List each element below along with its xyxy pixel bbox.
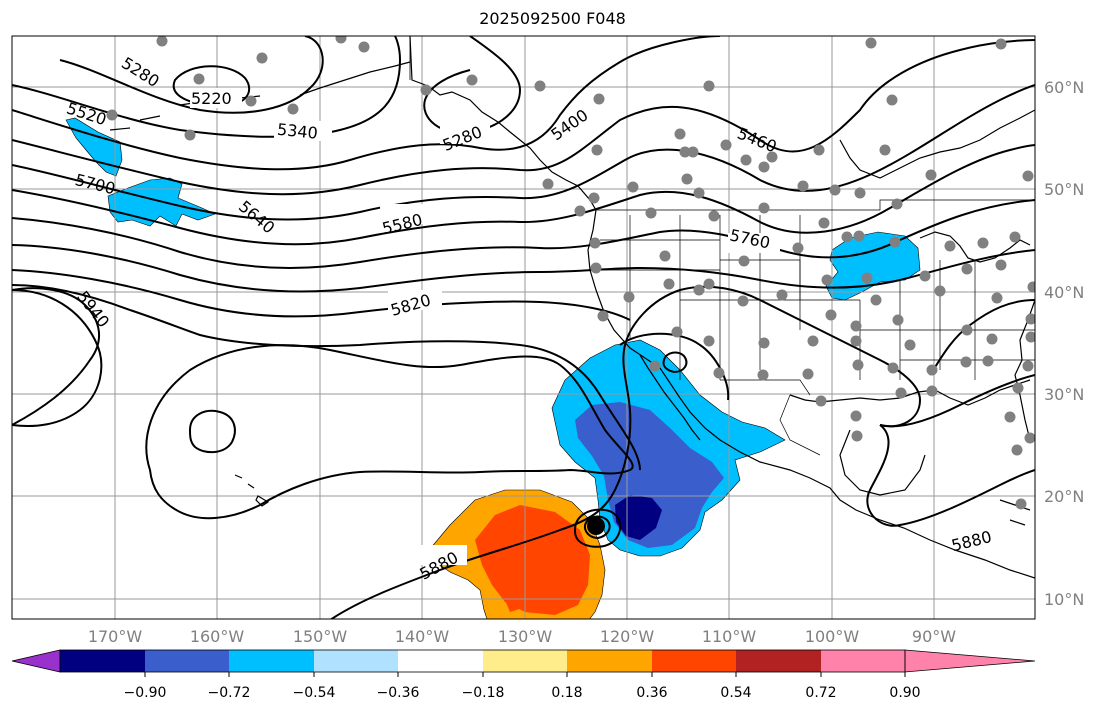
lat-label-60n: 60°N xyxy=(1044,78,1084,97)
contour-5820 xyxy=(12,284,641,471)
lat-label-50n: 50°N xyxy=(1044,180,1084,199)
contour-gulf-loop xyxy=(866,424,1035,527)
lon-label-110w: 110°W xyxy=(702,627,757,646)
colorbar-bin xyxy=(736,650,821,672)
colorbar-bin xyxy=(229,650,314,672)
contour-5880-main xyxy=(12,285,922,619)
contour-5940-small xyxy=(188,410,236,454)
colorbar-bin xyxy=(398,650,483,672)
lon-label-140w: 140°W xyxy=(395,627,450,646)
anomaly-alaska-west xyxy=(65,117,123,177)
colorbar-tick-labels: −0.90 −0.72 −0.54 −0.36 −0.18 0.18 0.36 … xyxy=(124,685,921,701)
colorbar-label: −0.54 xyxy=(293,685,336,701)
lon-label-170w: 170°W xyxy=(88,627,143,646)
map-frame xyxy=(11,35,1036,620)
coastline-alaska xyxy=(409,36,597,211)
anomaly-pacific-hot-small xyxy=(505,596,522,612)
colorbar-extend-max xyxy=(904,649,1036,673)
tropical-cyclone-center xyxy=(587,517,605,535)
contour-low-ring-inner xyxy=(583,515,611,540)
coastline-hawaii xyxy=(234,474,270,507)
contour-5280 xyxy=(59,36,324,114)
station-markers xyxy=(106,36,1035,510)
colorbar-extend-min xyxy=(11,649,61,673)
colorbar-bin xyxy=(483,650,567,672)
lon-label-100w: 100°W xyxy=(805,627,860,646)
coastline-hudson xyxy=(839,109,1035,179)
map-gridlines xyxy=(12,36,1035,619)
contour-mexico-loop xyxy=(619,332,730,401)
colorbar-label: 0.72 xyxy=(805,685,836,701)
coastline-alaska-gulf xyxy=(299,61,411,96)
colorbar-label: 0.18 xyxy=(551,685,582,701)
anomaly-midwest xyxy=(825,231,921,301)
contour-5880-pacific xyxy=(145,344,634,520)
contour-5220-loop xyxy=(172,65,251,108)
colorbar-label: −0.36 xyxy=(377,685,420,701)
colorbar-bin xyxy=(60,650,145,672)
lat-label-40n: 40°N xyxy=(1044,283,1084,302)
lat-label-10n: 10°N xyxy=(1044,590,1084,609)
contour-low-ring-outer xyxy=(573,508,622,548)
lat-label-30n: 30°N xyxy=(1044,385,1084,404)
colorbar-ticks xyxy=(144,672,906,677)
coastline-west-us xyxy=(587,209,1035,579)
contour-5940 xyxy=(12,289,103,428)
contour-small-loop-baja xyxy=(662,351,688,374)
contour-label-backgrounds xyxy=(190,88,1002,565)
colorbar-bin xyxy=(145,650,229,672)
colorbar: −0.90 −0.72 −0.54 −0.36 −0.18 0.18 0.36 … xyxy=(11,649,1036,701)
page-title: 2025092500 F048 xyxy=(479,9,626,28)
coastline-caribbean xyxy=(999,499,1031,526)
contour-label-5220: 5220 xyxy=(191,89,232,108)
lon-label-160w: 160°W xyxy=(190,627,245,646)
colorbar-label: 0.54 xyxy=(720,685,751,701)
colorbar-label: 0.36 xyxy=(636,685,667,701)
contour-label-5340: 5340 xyxy=(276,120,318,143)
colorbar-bin xyxy=(314,650,398,672)
contour-5760 xyxy=(12,269,631,321)
coastlines xyxy=(109,36,1035,579)
coastline-east-us xyxy=(1014,299,1035,441)
contour-5400 xyxy=(12,36,721,171)
lat-label-20n: 20°N xyxy=(1044,487,1084,506)
colorbar-bin xyxy=(821,650,905,672)
colorbar-label: −0.72 xyxy=(208,685,251,701)
colorbar-bin xyxy=(567,650,652,672)
lon-label-90w: 90°W xyxy=(912,627,956,646)
contour-5520 xyxy=(12,84,1035,221)
contour-5700 xyxy=(12,244,1035,293)
anomaly-pacific-hot xyxy=(475,505,590,615)
lon-label-120w: 120°W xyxy=(600,627,655,646)
contour-5640 xyxy=(12,199,1035,269)
colorbar-label: −0.90 xyxy=(124,685,167,701)
contour-east-high xyxy=(879,299,1035,428)
latitude-labels: 10°N 20°N 30°N 40°N 50°N 60°N xyxy=(1044,78,1084,609)
contour-5580 xyxy=(12,144,1035,246)
coastline-baja xyxy=(639,354,701,441)
colorbar-bin xyxy=(652,650,736,672)
colorbar-label: 0.90 xyxy=(889,685,920,701)
contour-5460 xyxy=(12,39,1035,196)
lon-label-150w: 150°W xyxy=(293,627,348,646)
lon-label-130w: 130°W xyxy=(498,627,553,646)
longitude-labels: 170°W 160°W 150°W 140°W 130°W 120°W 110°… xyxy=(88,627,956,646)
colorbar-label: −0.18 xyxy=(462,685,505,701)
